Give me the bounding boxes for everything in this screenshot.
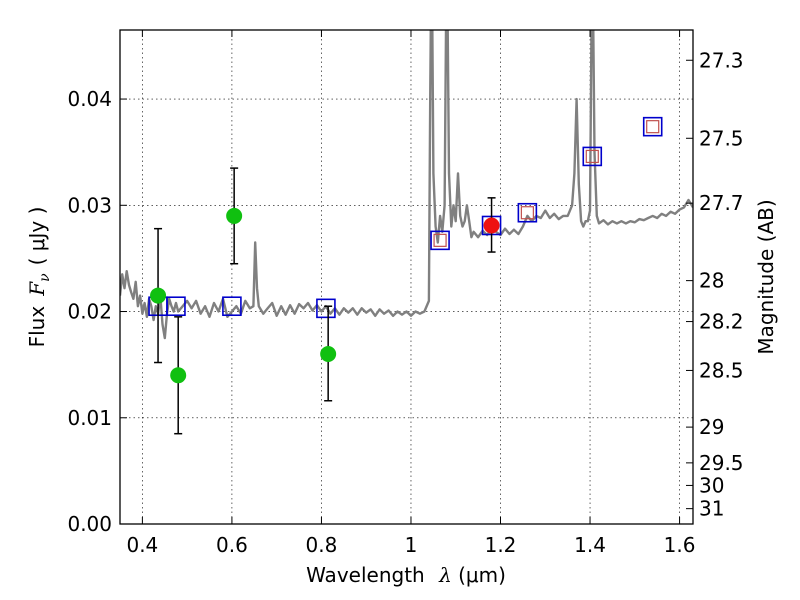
model-photometry-inner-square	[646, 120, 660, 134]
x-tick-label: 1.6	[664, 533, 696, 557]
right-tick-label: 28.5	[699, 358, 744, 382]
data-marks	[120, 30, 693, 435]
y-axis-label-prefix: Flux	[25, 306, 49, 348]
x-tick-label: 1.2	[485, 533, 517, 557]
y-axis-label-var: F	[25, 281, 49, 297]
model-photometry-square	[582, 146, 603, 167]
x-axis-label-unit: (μm)	[458, 563, 506, 587]
y-axis-label-sub: ν	[37, 273, 53, 282]
observed-photometry-point	[483, 217, 500, 234]
right-tick-label: 29.5	[699, 451, 744, 475]
model-photometry-square	[316, 298, 336, 319]
model-photometry-square	[430, 230, 450, 251]
y-axis-label: Flux Fν ( μJy )	[25, 207, 53, 348]
right-tick-label: 28.2	[699, 310, 744, 334]
tick-labels: 0.4 0.6 0.8 1 1.2 1.4 1.6 0.00 0.01 0.02 0.03 0.04 2…	[67, 48, 743, 557]
right-tick-label: 27.7	[699, 191, 744, 215]
x-tick-label: 1.4	[574, 533, 606, 557]
grid-lines	[120, 30, 693, 525]
y-tick-label: 0.04	[67, 87, 112, 111]
right-tick-label: 27.3	[699, 48, 744, 72]
right-axis-label: Magnitude (AB)	[754, 199, 778, 354]
observed-photometry-point	[170, 367, 187, 384]
x-axis-label-var: λ	[438, 563, 452, 587]
x-axis-label: Wavelength λ (μm)	[306, 563, 506, 587]
right-tick-label: 29	[699, 415, 724, 439]
x-tick-label: 0.4	[126, 533, 158, 557]
tick-marks	[120, 30, 693, 525]
x-tick-label: 0.6	[216, 533, 248, 557]
y-tick-label: 0.03	[67, 193, 112, 217]
x-axis-label-prefix: Wavelength	[306, 563, 425, 587]
model-photometry-square	[642, 116, 663, 137]
x-tick-label: 0.8	[306, 533, 338, 557]
y-tick-label: 0.02	[67, 300, 112, 324]
right-tick-label: 30	[699, 473, 724, 497]
right-tick-label: 31	[699, 497, 724, 521]
right-tick-label: 27.5	[699, 126, 744, 150]
y-tick-label: 0.00	[67, 512, 112, 536]
model-photometry-square	[166, 296, 186, 317]
spectrum-line	[120, 30, 693, 340]
observed-photometry-point	[320, 346, 337, 363]
model-photometry-inner-square	[585, 149, 599, 164]
model-photometry-square	[222, 296, 242, 317]
x-tick-label: 1	[405, 533, 418, 557]
right-tick-label: 28	[699, 269, 724, 293]
plot-frame	[119, 29, 694, 525]
model-photometry-inner-square	[433, 233, 447, 247]
observed-photometry-point	[150, 287, 167, 304]
observed-photometry-point	[226, 207, 243, 224]
y-axis-label-unit: ( μJy )	[25, 207, 49, 266]
y-tick-label: 0.01	[67, 406, 112, 430]
model-photometry-square	[517, 202, 538, 223]
model-photometry-inner-square	[520, 206, 534, 220]
